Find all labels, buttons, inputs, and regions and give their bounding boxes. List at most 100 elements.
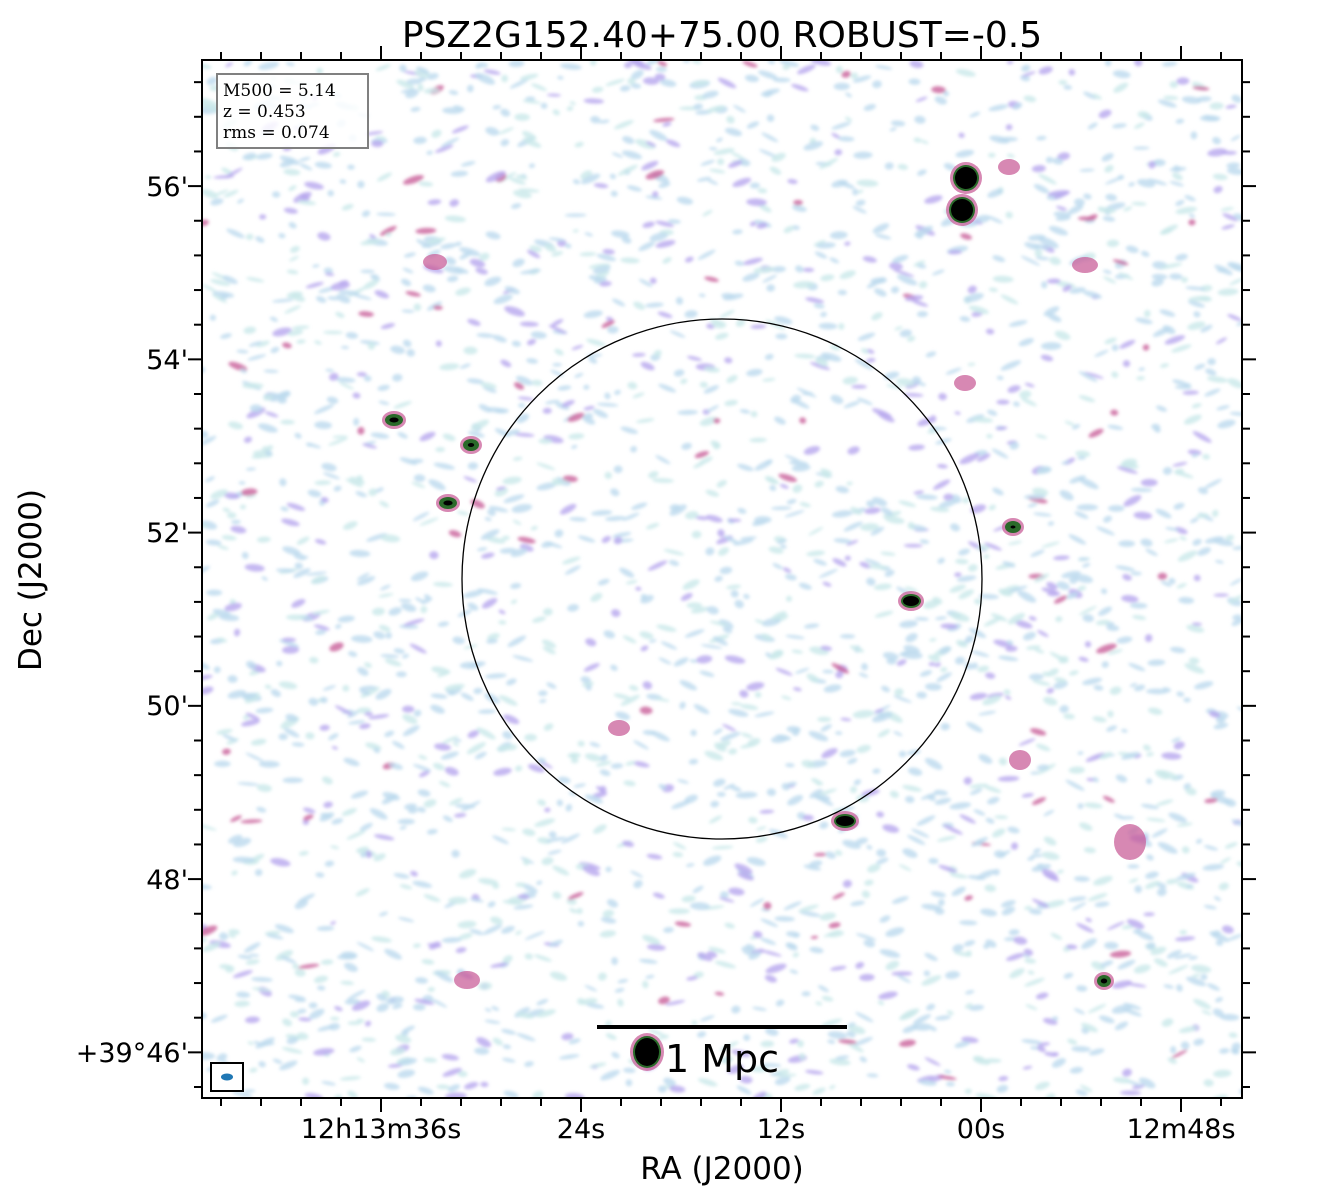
- noise-blob: [376, 993, 387, 1002]
- noise-blob: [709, 318, 724, 325]
- noise-blob: [705, 547, 715, 556]
- noise-blob: [870, 526, 885, 536]
- noise-blob: [844, 241, 851, 246]
- noise-blob: [1066, 592, 1079, 600]
- noise-blob: [680, 593, 693, 601]
- noise-blob: [918, 1079, 937, 1086]
- noise-blob: [406, 78, 422, 85]
- noise-blob: [835, 65, 843, 74]
- noise-blob: [840, 717, 852, 722]
- noise-blob: [924, 683, 942, 691]
- noise-blob: [1076, 985, 1088, 992]
- noise-blob: [1008, 585, 1028, 593]
- noise-blob: [793, 281, 815, 289]
- noise-blob: [603, 630, 615, 639]
- noise-blob: [1007, 612, 1025, 625]
- noise-blob: [876, 857, 889, 865]
- noise-blob: [894, 688, 904, 697]
- noise-blob: [1112, 123, 1127, 129]
- noise-blob: [466, 84, 474, 93]
- noise-blob: [758, 70, 778, 80]
- noise-blob: [306, 571, 328, 576]
- noise-blob: [715, 332, 729, 340]
- noise-blob: [501, 1028, 516, 1035]
- noise-blob: [1024, 958, 1037, 964]
- noise-blob: [1165, 878, 1179, 885]
- noise-blob: [1082, 614, 1094, 623]
- x-tick-label: 00s: [957, 1114, 1005, 1145]
- noise-blob: [613, 536, 623, 545]
- noise-blob: [478, 982, 493, 990]
- noise-blob: [916, 311, 928, 318]
- noise-blob: [967, 362, 976, 367]
- noise-blob: [1188, 300, 1205, 308]
- noise-blob: [1012, 102, 1023, 110]
- noise-blob: [502, 1044, 512, 1050]
- noise-blob: [949, 802, 972, 810]
- noise-blob: [485, 673, 507, 679]
- noise-blob: [984, 542, 1002, 551]
- noise-blob: [763, 91, 773, 98]
- noise-blob: [740, 536, 757, 540]
- noise-blob: [457, 920, 477, 929]
- noise-blob: [370, 432, 390, 439]
- noise-blob: [598, 119, 610, 124]
- noise-blob: [872, 80, 882, 89]
- noise-blob: [949, 873, 968, 879]
- noise-blob: [1196, 96, 1212, 102]
- noise-blob: [304, 1093, 324, 1098]
- noise-blob: [292, 963, 299, 970]
- noise-blob: [1003, 689, 1011, 695]
- noise-blob: [584, 985, 598, 992]
- noise-blob: [1073, 1008, 1085, 1015]
- noise-blob: [858, 672, 869, 678]
- noise-blob: [568, 433, 585, 440]
- noise-blob: [441, 937, 462, 943]
- noise-blob: [257, 423, 278, 433]
- noise-blob: [247, 354, 267, 361]
- noise-blob: [316, 926, 335, 931]
- noise-blob: [281, 1047, 303, 1054]
- noise-blob: [993, 639, 1013, 648]
- noise-blob: [364, 1020, 372, 1027]
- noise-blob: [435, 447, 446, 453]
- noise-blob: [1176, 822, 1193, 827]
- noise-blob: [1190, 131, 1198, 140]
- noise-blob: [371, 936, 392, 943]
- noise-blob: [896, 274, 918, 286]
- noise-blob: [543, 723, 554, 731]
- noise-blob: [227, 690, 247, 699]
- noise-blob: [435, 340, 442, 347]
- noise-blob: [749, 182, 760, 189]
- noise-blob: [319, 724, 330, 731]
- noise-blob: [871, 312, 883, 321]
- noise-blob: [857, 332, 876, 341]
- noise-blob: [943, 493, 954, 501]
- noise-blob: [985, 672, 996, 679]
- noise-blob: [1027, 856, 1035, 861]
- noise-blob: [360, 852, 368, 858]
- noise-blob: [1206, 983, 1220, 991]
- noise-blob: [388, 607, 402, 616]
- noise-blob: [568, 791, 577, 797]
- noise-blob: [931, 86, 946, 94]
- noise-blob: [850, 900, 865, 906]
- noise-blob: [463, 590, 484, 598]
- noise-blob: [556, 799, 563, 807]
- noise-blob: [898, 651, 911, 656]
- noise-blob: [830, 965, 847, 971]
- noise-blob: [771, 266, 786, 273]
- noise-blob: [1176, 872, 1196, 881]
- noise-blob: [356, 941, 375, 952]
- noise-blob: [505, 744, 518, 751]
- noise-blob: [625, 580, 638, 585]
- noise-blob: [893, 695, 912, 703]
- noise-blob: [1006, 60, 1014, 65]
- noise-blob: [978, 593, 999, 600]
- noise-blob: [577, 921, 585, 927]
- noise-blob: [576, 908, 583, 915]
- noise-blob: [1111, 344, 1119, 352]
- noise-blob: [597, 578, 610, 586]
- noise-blob: [1121, 595, 1139, 603]
- noise-blob: [713, 728, 723, 735]
